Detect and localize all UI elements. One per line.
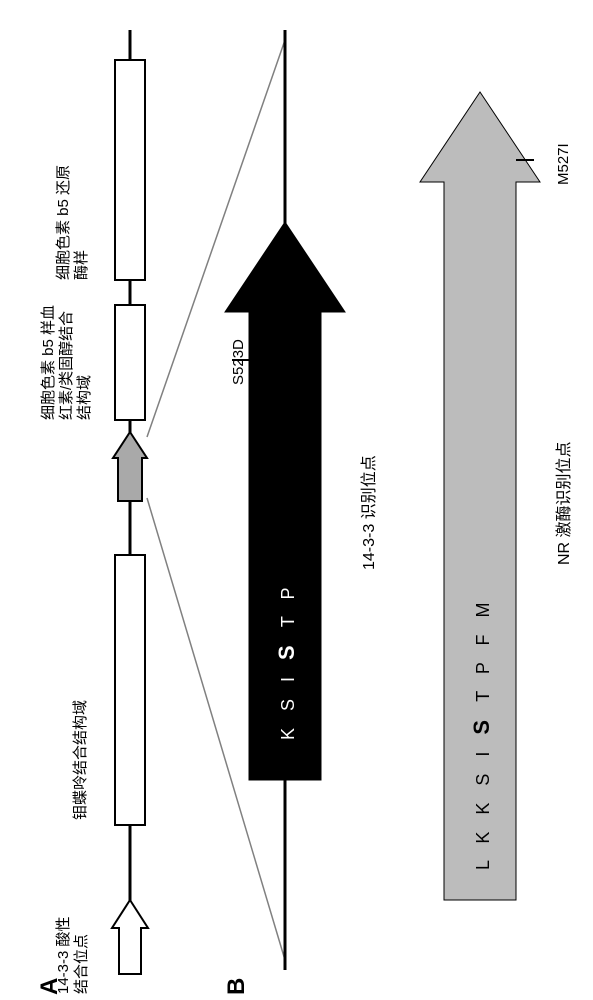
label-heme: 细胞色素 b5 样血 红素/类固醇结合 结构域 <box>40 305 94 420</box>
seq-1433: K S I S T P <box>274 581 299 740</box>
label-fad: 细胞色素 b5 还原 酶样 <box>55 165 91 280</box>
arrow-nrk: L K K S I S T P F M <box>420 92 540 900</box>
seq-nrk: L K K S I S T P F M <box>469 596 494 870</box>
label-nrk-site: NR 激酶识别位点 <box>550 441 574 565</box>
moco-domain-box <box>115 555 145 825</box>
label-1433-site: 14-3-3 识别位点 <box>355 455 379 570</box>
label-acidic: 14-3-3 酸性 结合位点 <box>55 916 91 994</box>
heme-domain-box <box>115 305 145 420</box>
label-s523d: S523D <box>230 339 247 385</box>
label-moco: 钼蝶呤结合结构域 <box>72 700 90 820</box>
panel-letter-B: B <box>223 978 251 995</box>
fad-domain-box <box>115 60 145 280</box>
acidic-domain-arrow <box>112 900 148 974</box>
diagram-svg: K S I S T P L K K S I S T P F M <box>0 0 593 1000</box>
hinge-domain-arrow <box>113 432 147 501</box>
label-m527i: M527I <box>555 143 572 185</box>
page: K S I S T P L K K S I S T P F M A B 14-3… <box>0 0 593 1000</box>
arrow-1433: K S I S T P <box>225 222 345 780</box>
